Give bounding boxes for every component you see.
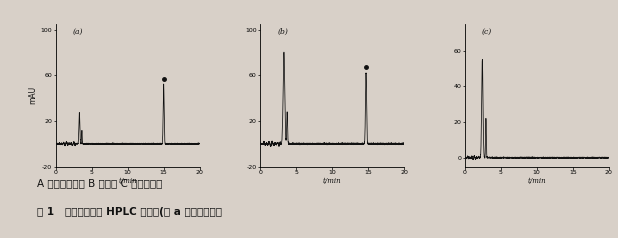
X-axis label: t/min: t/min [323,177,342,185]
Text: 图 1   益母草流浸膏 HPLC 色谱图(峰 a 即为水苏碱）: 图 1 益母草流浸膏 HPLC 色谱图(峰 a 即为水苏碱） [37,207,222,217]
X-axis label: t/min: t/min [527,177,546,185]
Text: (a): (a) [73,28,83,36]
Text: (b): (b) [277,28,289,36]
Text: A 对照品色谱图 B 供试品 C 阴性对照品: A 对照品色谱图 B 供试品 C 阴性对照品 [37,178,163,188]
Y-axis label: mAU: mAU [28,86,38,104]
Text: (c): (c) [482,28,492,36]
X-axis label: t/min: t/min [118,177,137,185]
